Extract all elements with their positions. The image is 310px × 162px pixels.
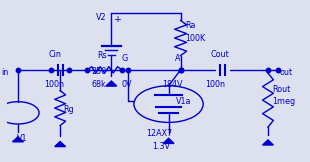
Polygon shape [263,140,273,145]
Text: G: G [122,54,128,64]
Text: 100K: 100K [185,34,205,43]
Text: Cin: Cin [48,50,61,59]
Text: in: in [2,68,9,77]
Polygon shape [55,141,65,147]
Text: 100n: 100n [44,80,64,89]
Text: 1.3V: 1.3V [152,142,170,151]
Text: Ra: Ra [185,21,196,30]
Polygon shape [163,138,174,143]
Text: Rs: Rs [97,51,107,60]
Text: V2: V2 [96,13,107,22]
Polygon shape [13,137,23,142]
Text: 184V: 184V [162,80,183,89]
Text: Rout: Rout [272,85,291,94]
Text: Rg: Rg [63,105,74,114]
Text: A: A [175,54,180,64]
Text: 12AX7: 12AX7 [146,129,173,138]
Text: 100n: 100n [205,80,225,89]
Text: 68k: 68k [91,80,106,89]
Text: 1meg: 1meg [272,98,296,106]
Text: +: + [114,15,122,24]
Text: out: out [280,68,293,77]
Polygon shape [106,81,117,86]
Text: Cout: Cout [211,50,229,59]
Text: 0V: 0V [122,80,132,89]
Text: V1a: V1a [176,97,192,106]
Text: V1: V1 [16,134,27,143]
Text: 250: 250 [92,67,107,76]
